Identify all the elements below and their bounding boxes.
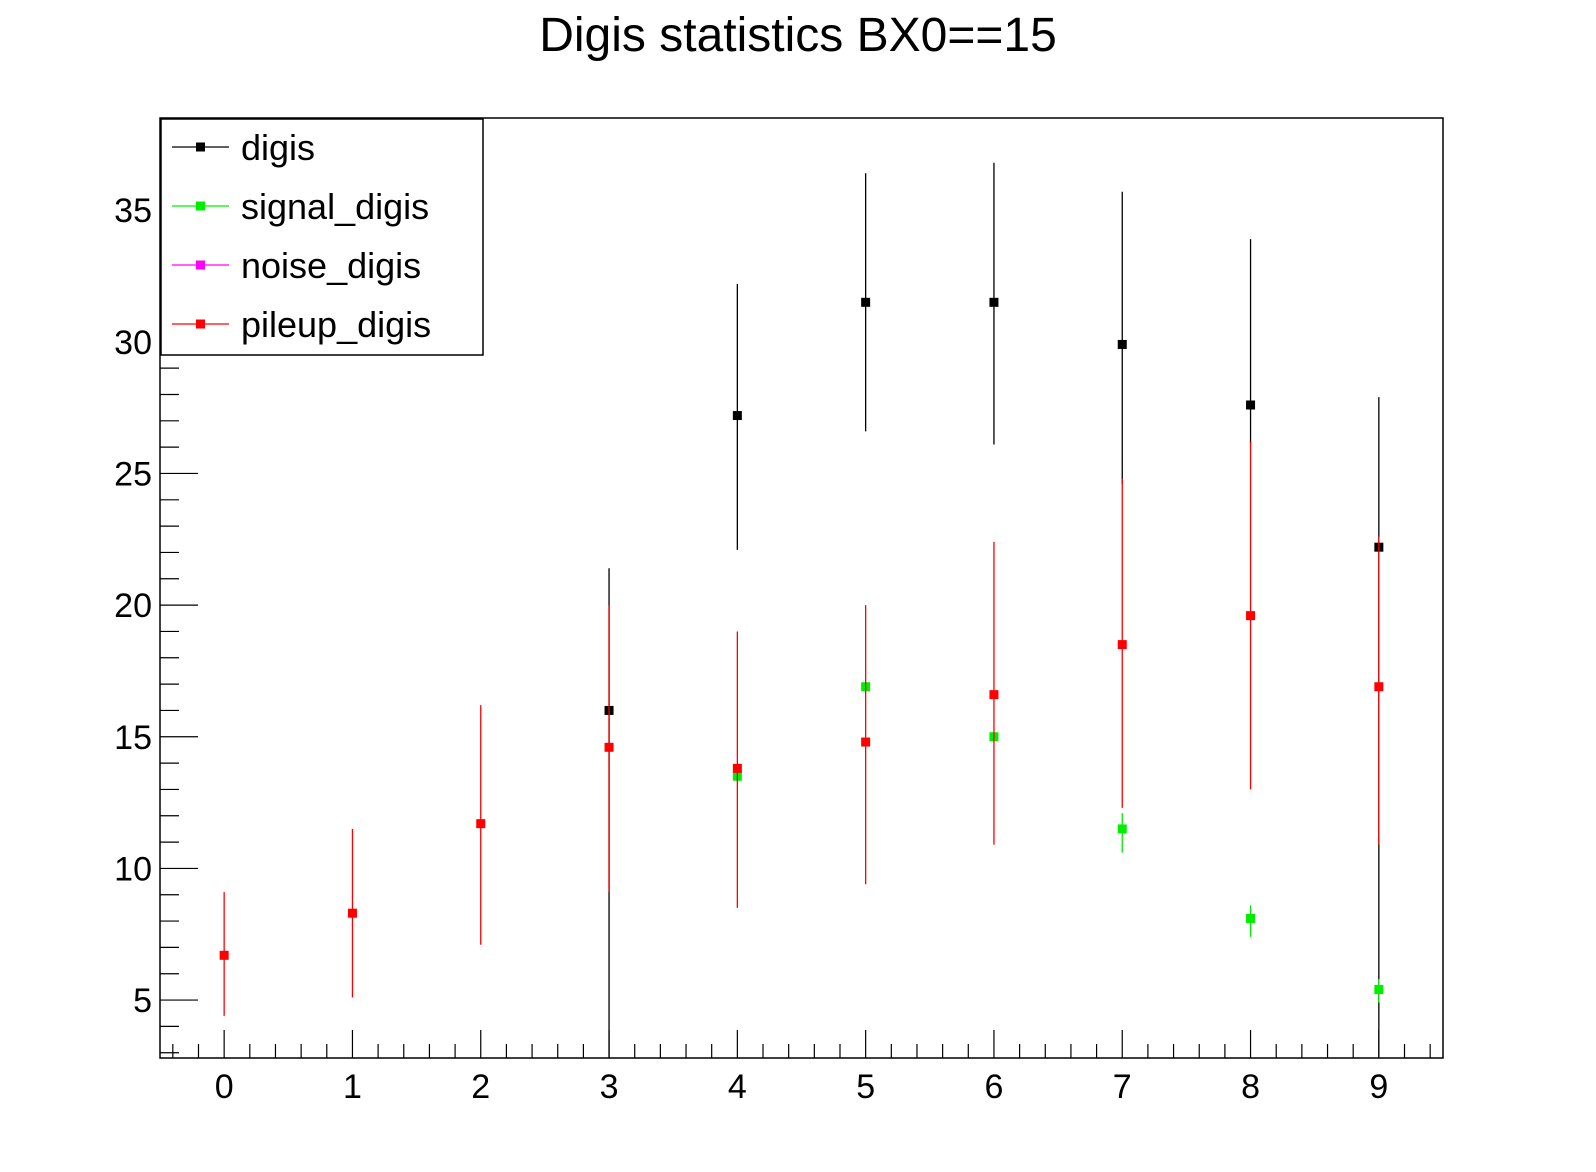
legend-marker-signal-digis — [196, 201, 205, 211]
pileup-digis-point — [604, 742, 614, 752]
pileup-digis-point — [347, 908, 357, 918]
digis-point — [732, 411, 742, 421]
pileup-digis-point — [476, 819, 486, 829]
x-tick-label: 6 — [984, 1068, 1003, 1106]
pileup-digis-point — [1117, 640, 1127, 650]
pileup-digis-point — [989, 690, 999, 700]
x-tick-label: 1 — [343, 1068, 362, 1106]
x-tick-label: 0 — [215, 1068, 234, 1106]
digis-point — [989, 297, 999, 307]
plot-frame — [159, 117, 1444, 1059]
data-marks — [219, 162, 1384, 1058]
legend-marker-noise-digis — [196, 260, 205, 270]
pileup-digis-point — [1374, 682, 1384, 692]
legend-label-digis: digis — [241, 127, 315, 168]
legend-label-signal-digis: signal_digis — [241, 186, 429, 227]
x-tick-label: 9 — [1369, 1068, 1388, 1106]
chart-title: Digis statistics BX0==15 — [539, 9, 1057, 62]
x-tick-label: 8 — [1241, 1068, 1260, 1106]
legend-marker-digis — [196, 142, 205, 152]
y-tick-label: 5 — [133, 982, 152, 1020]
y-tick-label: 30 — [114, 324, 152, 362]
pileup-digis-point — [219, 950, 229, 960]
digis-point — [1246, 400, 1256, 410]
legend: digis signal_digis noise_digis pileup_digis — [160, 118, 484, 356]
digis-point — [861, 297, 871, 307]
y-tick-label: 10 — [114, 850, 152, 888]
y-tick-label: 25 — [114, 455, 152, 493]
x-tick-label: 5 — [856, 1068, 875, 1106]
legend-label-noise-digis: noise_digis — [241, 245, 421, 286]
signal-digis-point — [1246, 913, 1256, 923]
x-tick-label: 3 — [600, 1068, 619, 1106]
pileup-digis-point — [1246, 611, 1256, 621]
pileup-digis-point — [732, 763, 742, 773]
y-tick-label: 20 — [114, 587, 152, 625]
x-tick-label: 2 — [471, 1068, 490, 1106]
signal-digis-point — [1117, 824, 1127, 834]
pileup-digis-point — [861, 737, 871, 747]
x-tick-label: 7 — [1113, 1068, 1132, 1106]
axes: 0 1 2 3 4 5 6 7 8 9 5 10 15 20 25 30 35 — [114, 130, 1431, 1106]
y-tick-label: 35 — [114, 192, 152, 230]
legend-box — [160, 118, 484, 356]
signal-digis-point — [1374, 985, 1384, 995]
legend-marker-pileup-digis — [196, 319, 205, 329]
y-tick-label: 15 — [114, 719, 152, 757]
x-tick-label: 4 — [728, 1068, 747, 1106]
digis-point — [1117, 339, 1127, 349]
legend-label-pileup-digis: pileup_digis — [241, 304, 431, 345]
